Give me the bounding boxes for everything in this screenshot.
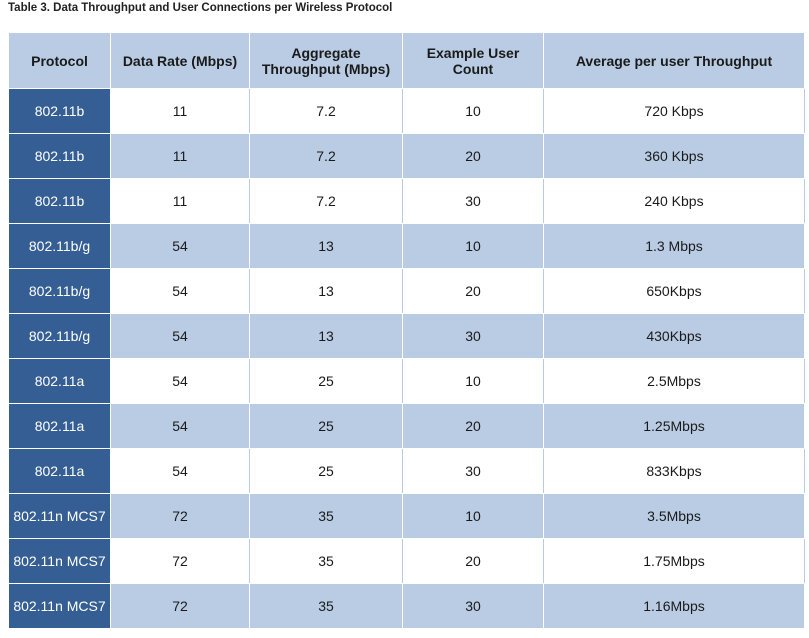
avg-throughput-cell: 720 Kbps bbox=[543, 88, 805, 134]
data-rate-cell: 54 bbox=[110, 358, 250, 404]
table-row: 802.11n MCS7 72 35 20 1.75Mbps bbox=[8, 538, 805, 584]
aggregate-throughput-cell: 7.2 bbox=[249, 88, 403, 134]
header-data-rate: Data Rate (Mbps) bbox=[110, 32, 250, 89]
header-example-user-count: Example User Count bbox=[402, 32, 544, 89]
user-count-cell: 10 bbox=[402, 223, 544, 269]
user-count-cell: 30 bbox=[402, 448, 544, 494]
protocol-cell: 802.11b bbox=[8, 88, 111, 134]
table-header-row: Protocol Data Rate (Mbps) Aggregate Thro… bbox=[8, 32, 805, 89]
user-count-cell: 30 bbox=[402, 178, 544, 224]
user-count-cell: 10 bbox=[402, 358, 544, 404]
data-rate-cell: 54 bbox=[110, 223, 250, 269]
data-rate-cell: 54 bbox=[110, 448, 250, 494]
protocol-cell: 802.11b/g bbox=[8, 268, 111, 314]
data-rate-cell: 11 bbox=[110, 178, 250, 224]
table-body: 802.11b 11 7.2 10 720 Kbps 802.11b 11 7.2 20 360 … bbox=[8, 88, 805, 629]
protocol-cell: 802.11n MCS7 bbox=[8, 538, 111, 584]
aggregate-throughput-cell: 35 bbox=[249, 583, 403, 629]
user-count-cell: 30 bbox=[402, 313, 544, 359]
aggregate-throughput-cell: 35 bbox=[249, 538, 403, 584]
aggregate-throughput-cell: 25 bbox=[249, 448, 403, 494]
table-row: 802.11n MCS7 72 35 30 1.16Mbps bbox=[8, 583, 805, 629]
table-row: 802.11b/g 54 13 30 430Kbps bbox=[8, 313, 805, 359]
header-protocol: Protocol bbox=[8, 32, 111, 89]
avg-throughput-cell: 833Kbps bbox=[543, 448, 805, 494]
table-row: 802.11b 11 7.2 10 720 Kbps bbox=[8, 88, 805, 134]
table-row: 802.11b 11 7.2 20 360 Kbps bbox=[8, 133, 805, 179]
avg-throughput-cell: 3.5Mbps bbox=[543, 493, 805, 539]
aggregate-throughput-cell: 25 bbox=[249, 403, 403, 449]
avg-throughput-cell: 360 Kbps bbox=[543, 133, 805, 179]
data-rate-cell: 72 bbox=[110, 538, 250, 584]
throughput-table: Protocol Data Rate (Mbps) Aggregate Thro… bbox=[8, 32, 805, 629]
table-row: 802.11b/g 54 13 10 1.3 Mbps bbox=[8, 223, 805, 269]
table-row: 802.11a 54 25 30 833Kbps bbox=[8, 448, 805, 494]
avg-throughput-cell: 2.5Mbps bbox=[543, 358, 805, 404]
protocol-cell: 802.11b/g bbox=[8, 313, 111, 359]
user-count-cell: 20 bbox=[402, 133, 544, 179]
data-rate-cell: 72 bbox=[110, 583, 250, 629]
protocol-cell: 802.11a bbox=[8, 448, 111, 494]
user-count-cell: 20 bbox=[402, 268, 544, 314]
aggregate-throughput-cell: 25 bbox=[249, 358, 403, 404]
data-rate-cell: 54 bbox=[110, 313, 250, 359]
avg-throughput-cell: 240 Kbps bbox=[543, 178, 805, 224]
table-caption: Table 3. Data Throughput and User Connec… bbox=[8, 2, 393, 14]
table-row: 802.11a 54 25 20 1.25Mbps bbox=[8, 403, 805, 449]
protocol-cell: 802.11a bbox=[8, 403, 111, 449]
header-average-per-user-throughput: Average per user Throughput bbox=[543, 32, 805, 89]
aggregate-throughput-cell: 7.2 bbox=[249, 133, 403, 179]
avg-throughput-cell: 650Kbps bbox=[543, 268, 805, 314]
avg-throughput-cell: 1.3 Mbps bbox=[543, 223, 805, 269]
aggregate-throughput-cell: 35 bbox=[249, 493, 403, 539]
user-count-cell: 20 bbox=[402, 403, 544, 449]
protocol-cell: 802.11n MCS7 bbox=[8, 493, 111, 539]
aggregate-throughput-cell: 13 bbox=[249, 268, 403, 314]
table-row: 802.11b 11 7.2 30 240 Kbps bbox=[8, 178, 805, 224]
data-rate-cell: 54 bbox=[110, 268, 250, 314]
protocol-cell: 802.11a bbox=[8, 358, 111, 404]
avg-throughput-cell: 1.16Mbps bbox=[543, 583, 805, 629]
avg-throughput-cell: 1.75Mbps bbox=[543, 538, 805, 584]
aggregate-throughput-cell: 13 bbox=[249, 313, 403, 359]
data-rate-cell: 11 bbox=[110, 133, 250, 179]
header-aggregate-throughput: Aggregate Throughput (Mbps) bbox=[249, 32, 403, 89]
user-count-cell: 10 bbox=[402, 493, 544, 539]
protocol-cell: 802.11b bbox=[8, 133, 111, 179]
protocol-cell: 802.11n MCS7 bbox=[8, 583, 111, 629]
avg-throughput-cell: 1.25Mbps bbox=[543, 403, 805, 449]
data-rate-cell: 54 bbox=[110, 403, 250, 449]
protocol-cell: 802.11b bbox=[8, 178, 111, 224]
protocol-cell: 802.11b/g bbox=[8, 223, 111, 269]
table-row: 802.11a 54 25 10 2.5Mbps bbox=[8, 358, 805, 404]
aggregate-throughput-cell: 7.2 bbox=[249, 178, 403, 224]
table-row: 802.11b/g 54 13 20 650Kbps bbox=[8, 268, 805, 314]
avg-throughput-cell: 430Kbps bbox=[543, 313, 805, 359]
table-row: 802.11n MCS7 72 35 10 3.5Mbps bbox=[8, 493, 805, 539]
user-count-cell: 30 bbox=[402, 583, 544, 629]
user-count-cell: 20 bbox=[402, 538, 544, 584]
data-rate-cell: 11 bbox=[110, 88, 250, 134]
data-rate-cell: 72 bbox=[110, 493, 250, 539]
user-count-cell: 10 bbox=[402, 88, 544, 134]
aggregate-throughput-cell: 13 bbox=[249, 223, 403, 269]
